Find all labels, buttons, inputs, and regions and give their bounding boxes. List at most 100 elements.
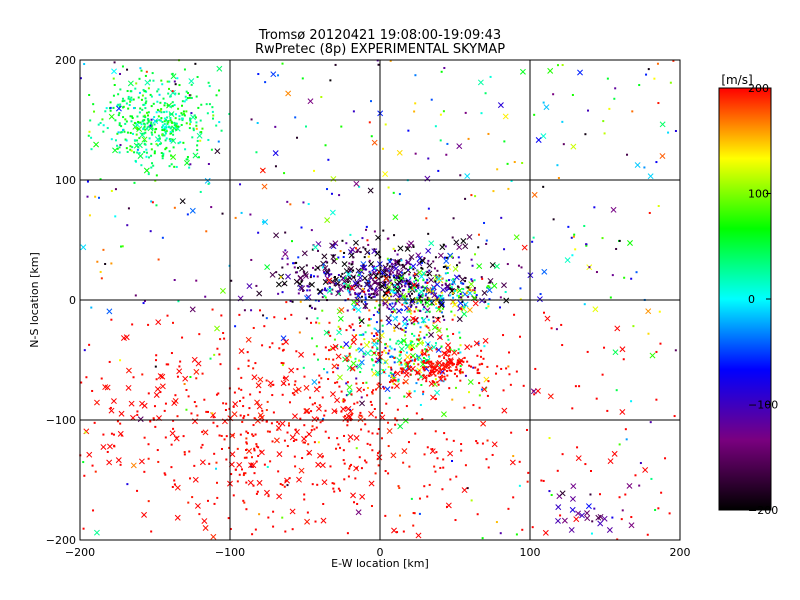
- scatter-point-dot: [196, 149, 199, 152]
- scatter-point-dot: [463, 356, 466, 359]
- scatter-point-dot: [360, 428, 363, 431]
- scatter-point-dot: [390, 379, 393, 382]
- scatter-point-dot: [177, 142, 180, 145]
- scatter-point-dot: [481, 277, 484, 280]
- scatter-point-dot: [454, 519, 457, 522]
- scatter-point-dot: [149, 123, 152, 126]
- scatter-point-dot: [427, 326, 430, 329]
- scatter-point-dot: [460, 296, 463, 299]
- scatter-point-dot: [674, 129, 677, 132]
- scatter-point-dot: [352, 329, 355, 332]
- scatter-point-dot: [272, 383, 275, 386]
- scatter-point-x: [461, 487, 468, 494]
- scatter-point-dot: [293, 455, 296, 458]
- scatter-point-dot: [451, 283, 454, 286]
- scatter-point-x: [335, 290, 342, 297]
- scatter-point-x: [336, 329, 343, 336]
- scatter-point-x: [315, 405, 322, 412]
- scatter-point-dot: [281, 266, 284, 269]
- scatter-point-dot: [347, 286, 350, 289]
- scatter-point-dot: [168, 80, 171, 83]
- scatter-point-x: [161, 124, 168, 131]
- scatter-point-dot: [393, 326, 396, 329]
- scatter-point-dot: [129, 90, 132, 93]
- scatter-point-dot: [342, 400, 345, 403]
- scatter-point-dot: [108, 360, 111, 363]
- scatter-point-dot: [211, 110, 214, 113]
- scatter-point-dot: [195, 405, 198, 408]
- scatter-point-dot: [361, 333, 364, 336]
- scatter-point-dot: [381, 351, 384, 354]
- scatter-point-dot: [126, 131, 129, 134]
- scatter-point-dot: [157, 88, 160, 91]
- scatter-point-dot: [374, 472, 377, 475]
- scatter-point-x: [214, 325, 220, 332]
- scatter-point-dot: [441, 368, 444, 371]
- scatter-point-dot: [276, 428, 279, 431]
- scatter-point-x: [273, 232, 280, 239]
- scatter-point-dot: [420, 351, 423, 354]
- scatter-point-dot: [140, 69, 143, 72]
- scatter-point-dot: [182, 435, 185, 438]
- scatter-point-dot: [136, 139, 139, 142]
- scatter-point-dot: [425, 380, 428, 383]
- scatter-point-dot: [141, 108, 144, 111]
- scatter-point-dot: [409, 294, 412, 297]
- scatter-point-dot: [407, 292, 410, 295]
- scatter-point-dot: [386, 257, 389, 260]
- scatter-point-dot: [428, 372, 431, 375]
- scatter-point-dot: [102, 124, 105, 127]
- scatter-point-dot: [247, 359, 250, 362]
- scatter-point-dot: [145, 155, 148, 158]
- scatter-point-dot: [409, 280, 412, 283]
- scatter-point-dot: [339, 288, 342, 291]
- scatter-point-dot: [190, 112, 193, 115]
- scatter-point-dot: [307, 443, 310, 446]
- scatter-point-x: [302, 273, 309, 280]
- scatter-point-dot: [522, 384, 525, 387]
- scatter-point-dot: [415, 306, 418, 309]
- scatter-point-dot: [482, 357, 485, 360]
- scatter-point-dot: [409, 373, 412, 376]
- scatter-point-dot: [340, 390, 343, 393]
- scatter-point-dot: [466, 360, 469, 363]
- scatter-point-dot: [265, 420, 268, 423]
- scatter-point-dot: [346, 424, 349, 427]
- scatter-point-dot: [445, 256, 448, 259]
- scatter-point-x: [317, 452, 323, 459]
- scatter-point-dot: [405, 302, 408, 305]
- scatter-point-dot: [407, 268, 410, 271]
- scatter-point-dot: [391, 386, 394, 389]
- scatter-point-dot: [300, 280, 303, 283]
- scatter-point-dot: [126, 68, 129, 71]
- scatter-point-dot: [572, 235, 575, 238]
- scatter-point-dot: [418, 512, 421, 515]
- scatter-point-dot: [160, 111, 163, 114]
- scatter-point-x: [559, 490, 566, 497]
- scatter-point-dot: [398, 322, 401, 325]
- scatter-point-dot: [257, 231, 260, 234]
- scatter-point-dot: [116, 420, 119, 423]
- scatter-point-x: [236, 461, 243, 468]
- scatter-point-dot: [346, 532, 349, 535]
- scatter-point-dot: [178, 84, 181, 87]
- scatter-point-x: [415, 532, 422, 539]
- scatter-point-dot: [452, 363, 455, 366]
- scatter-point-dot: [216, 425, 219, 428]
- scatter-point-x: [349, 246, 356, 253]
- scatter-point-dot: [284, 231, 287, 234]
- scatter-point-dot: [327, 378, 330, 381]
- scatter-point-dot: [127, 97, 130, 100]
- scatter-point-dot: [478, 372, 481, 375]
- scatter-point-dot: [480, 349, 483, 352]
- scatter-point-dot: [241, 420, 244, 423]
- y-axis-label: N-S location [km]: [28, 252, 41, 348]
- scatter-point-dot: [336, 437, 339, 440]
- scatter-point-x: [408, 344, 415, 351]
- scatter-point-dot: [417, 358, 420, 361]
- scatter-point-dot: [461, 294, 464, 297]
- scatter-point-dot: [178, 115, 181, 118]
- scatter-point-dot: [173, 104, 176, 107]
